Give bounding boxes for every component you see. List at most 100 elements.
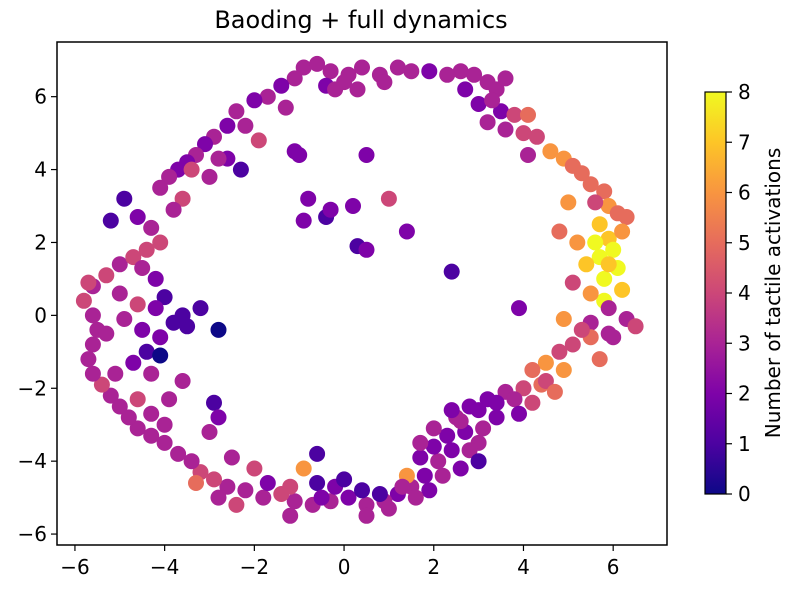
data-point — [237, 117, 254, 134]
data-point — [497, 70, 514, 87]
data-point — [147, 270, 164, 287]
data-point — [111, 398, 128, 415]
data-point — [309, 55, 326, 72]
y-tick-label: −2 — [18, 376, 47, 400]
chart-title: Baoding + full dynamics — [214, 6, 507, 34]
data-point — [165, 201, 182, 218]
data-point — [394, 478, 411, 495]
data-point — [138, 343, 155, 360]
data-point — [524, 362, 541, 378]
data-point — [295, 460, 312, 477]
data-point — [210, 409, 227, 426]
data-point — [443, 402, 460, 419]
data-point — [84, 336, 101, 353]
data-point — [569, 234, 586, 251]
data-point — [412, 434, 429, 451]
data-point — [250, 132, 267, 149]
data-point — [443, 263, 460, 280]
data-point — [93, 376, 110, 393]
data-point — [102, 212, 119, 229]
data-point — [107, 365, 124, 382]
data-point — [143, 405, 160, 422]
data-point — [174, 373, 191, 389]
data-point — [174, 307, 191, 324]
data-point — [560, 194, 577, 211]
colorbar-tick-label: 6 — [738, 181, 751, 205]
data-point — [147, 300, 164, 317]
data-point — [143, 365, 160, 382]
data-point — [470, 453, 487, 470]
data-point — [98, 267, 115, 284]
data-point — [600, 256, 617, 273]
data-point — [174, 190, 191, 207]
data-point — [228, 496, 245, 513]
plot-area-frame — [56, 41, 668, 546]
data-point — [84, 307, 101, 324]
colorbar-tick-label: 4 — [738, 281, 751, 305]
data-point — [259, 88, 276, 105]
colorbar-tick-label: 7 — [738, 130, 751, 154]
data-point — [255, 489, 272, 506]
data-point — [322, 201, 339, 218]
data-point — [358, 507, 375, 524]
data-point — [156, 289, 173, 306]
data-point — [129, 209, 146, 225]
data-point — [143, 219, 160, 236]
data-point — [506, 391, 523, 408]
data-point — [573, 165, 590, 182]
data-point — [600, 300, 617, 317]
data-point — [309, 445, 326, 462]
data-point — [120, 409, 137, 426]
x-tick-label: 2 — [427, 555, 440, 579]
data-point — [125, 249, 142, 266]
data-point — [134, 260, 151, 276]
data-point — [197, 136, 213, 153]
data-point — [138, 241, 155, 258]
data-point — [443, 442, 460, 459]
data-point — [380, 190, 397, 207]
data-point — [210, 321, 227, 338]
data-point — [156, 416, 173, 433]
data-point — [555, 362, 572, 378]
data-point — [537, 373, 554, 389]
data-point — [618, 209, 635, 225]
data-point — [183, 161, 200, 178]
data-point — [515, 125, 532, 142]
data-point — [358, 241, 375, 258]
data-point — [430, 453, 447, 470]
colorbar: 0 1 2 3 4 5 6 7 8 Number of tactile activations — [704, 80, 785, 506]
data-point — [614, 281, 631, 298]
data-point — [537, 354, 554, 371]
data-point — [156, 434, 173, 451]
data-point — [488, 409, 505, 426]
x-tick-label: −4 — [150, 555, 179, 579]
data-point — [528, 128, 545, 145]
data-point — [84, 365, 101, 382]
data-point — [479, 114, 496, 131]
data-point — [511, 300, 527, 317]
data-point — [291, 147, 308, 163]
data-point — [605, 241, 622, 258]
data-point — [143, 427, 160, 444]
data-point — [421, 482, 438, 499]
data-point — [206, 394, 222, 411]
data-point — [520, 106, 536, 123]
data-point — [493, 103, 509, 120]
data-point — [228, 103, 245, 120]
data-point — [596, 270, 613, 287]
data-point — [111, 256, 128, 273]
data-point — [354, 59, 370, 76]
data-point — [219, 117, 236, 134]
data-point — [439, 427, 456, 444]
y-tick-label: 6 — [34, 85, 47, 109]
data-point — [282, 507, 299, 524]
data-point — [497, 121, 514, 138]
data-point — [286, 493, 303, 510]
data-point — [201, 424, 218, 440]
data-point — [206, 471, 222, 488]
data-point — [345, 198, 361, 214]
colorbar-tick-label: 8 — [738, 80, 751, 104]
y-tick-label: 0 — [34, 303, 47, 327]
data-points — [75, 55, 644, 524]
